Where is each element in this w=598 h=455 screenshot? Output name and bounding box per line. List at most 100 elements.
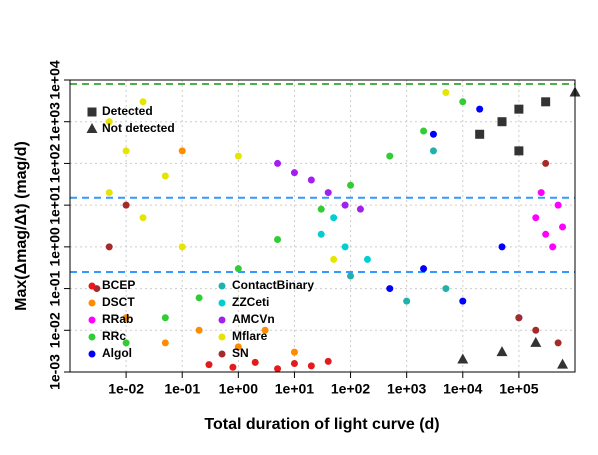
point — [532, 214, 540, 222]
legend-label: BCEP — [102, 278, 135, 292]
point — [122, 314, 130, 322]
point — [542, 159, 550, 167]
legend-marker — [218, 282, 226, 290]
point — [139, 214, 147, 222]
point — [363, 255, 371, 263]
point — [251, 358, 259, 366]
legend-label: Algol — [102, 346, 132, 360]
point — [498, 243, 506, 251]
point — [122, 339, 130, 347]
point — [290, 348, 298, 356]
point — [234, 152, 242, 160]
point — [229, 363, 237, 371]
point — [307, 362, 315, 370]
point — [161, 172, 169, 180]
legend-marker — [218, 350, 226, 358]
point — [161, 339, 169, 347]
point — [324, 357, 332, 365]
point — [274, 159, 282, 167]
x-tick-label: 1e+04 — [443, 381, 483, 397]
point — [459, 297, 467, 305]
y-tick-label: 1e-01 — [47, 270, 63, 306]
point — [429, 130, 437, 138]
point — [403, 297, 411, 305]
legend-label: Not detected — [102, 121, 175, 135]
point — [195, 326, 203, 334]
point — [386, 152, 394, 160]
x-tick-label: 1e+05 — [499, 381, 539, 397]
x-tick-label: 1e-01 — [164, 381, 200, 397]
point — [290, 169, 298, 177]
point — [476, 105, 484, 113]
point — [105, 189, 113, 197]
point — [537, 189, 545, 197]
point — [356, 205, 364, 213]
point — [557, 358, 569, 369]
legend-marker — [88, 333, 96, 341]
point — [532, 326, 540, 334]
legend-marker — [218, 299, 226, 307]
point — [341, 243, 349, 251]
point — [330, 255, 338, 263]
x-tick-label: 1e+02 — [331, 381, 371, 397]
legend-label: SN — [232, 346, 249, 360]
point — [139, 98, 147, 106]
point — [105, 118, 113, 126]
plot-frame — [69, 79, 576, 373]
legend-marker — [86, 123, 98, 133]
point — [549, 243, 557, 251]
point — [541, 97, 551, 107]
point — [559, 223, 567, 231]
legend-marker — [88, 350, 96, 358]
point — [497, 117, 507, 127]
point — [122, 201, 130, 209]
point — [341, 201, 349, 209]
legend-label: ZZCeti — [232, 295, 269, 309]
x-tick-label: 1e+00 — [219, 381, 259, 397]
point — [514, 146, 524, 156]
point — [457, 353, 469, 364]
y-tick-label: 1e+04 — [47, 60, 63, 100]
point — [317, 205, 325, 213]
point — [442, 285, 450, 293]
legend-marker — [88, 299, 96, 307]
x-tick-label: 1e-02 — [108, 381, 144, 397]
point — [205, 361, 213, 369]
x-tick-label: 1e+01 — [275, 381, 315, 397]
point — [274, 365, 282, 373]
point — [554, 339, 562, 347]
point — [475, 129, 485, 139]
y-tick-label: 1e-02 — [47, 312, 63, 348]
legend-label: Detected — [102, 104, 153, 118]
point — [515, 314, 523, 322]
point — [122, 147, 130, 155]
point — [459, 98, 467, 106]
y-tick-label: 1e+03 — [47, 102, 63, 142]
legend-label: Mflare — [232, 329, 268, 343]
legend-label: RRc — [102, 329, 126, 343]
legend-marker — [87, 107, 97, 117]
point — [530, 336, 542, 347]
point — [554, 201, 562, 209]
point — [178, 147, 186, 155]
legend-marker — [218, 316, 226, 324]
point — [429, 147, 437, 155]
legend-marker — [218, 333, 226, 341]
point — [161, 314, 169, 322]
point — [386, 285, 394, 293]
point — [261, 326, 269, 334]
point — [234, 265, 242, 273]
y-tick-label: 1e+02 — [47, 144, 63, 184]
legend-label: RRab — [102, 312, 133, 326]
point — [330, 214, 338, 222]
point — [324, 189, 332, 197]
point — [347, 272, 355, 280]
legend-marker — [88, 282, 96, 290]
point — [317, 230, 325, 238]
legend-label: DSCT — [102, 295, 135, 309]
x-tick-label: 1e+03 — [387, 381, 427, 397]
point — [274, 236, 282, 244]
point — [105, 243, 113, 251]
point — [178, 243, 186, 251]
